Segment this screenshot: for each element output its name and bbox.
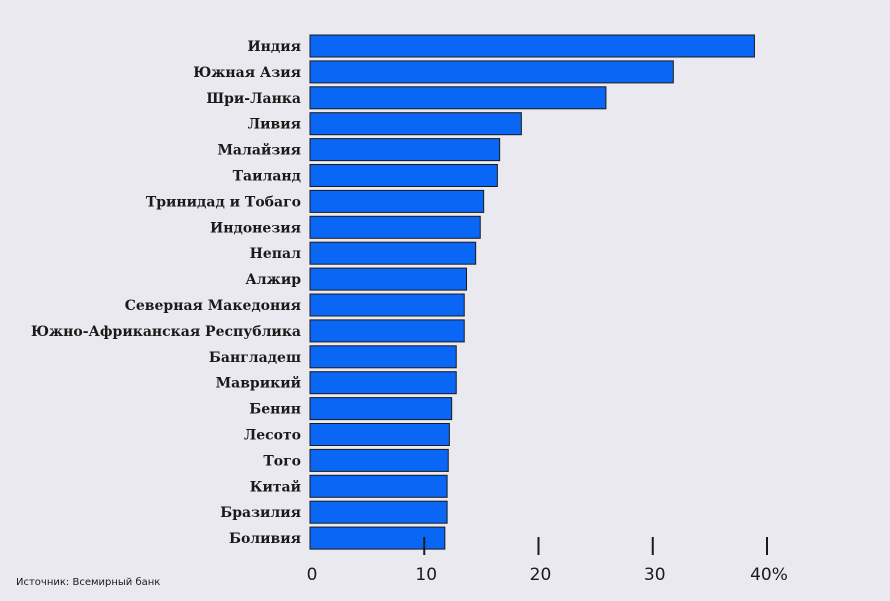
x-axis-ticks: 0 10 20 30 40% bbox=[307, 537, 788, 585]
category-label: Южно-Африканская Республика bbox=[31, 324, 301, 340]
bar bbox=[309, 241, 477, 265]
category-label: Ливия bbox=[248, 117, 301, 133]
category-label: Бенин bbox=[249, 402, 301, 418]
bar bbox=[309, 474, 448, 498]
category-label: Лесото bbox=[244, 428, 301, 444]
category-label: Того bbox=[263, 453, 301, 469]
bar bbox=[309, 397, 453, 421]
x-tick-label: 20 bbox=[530, 565, 552, 585]
bar bbox=[309, 86, 607, 110]
bar bbox=[309, 293, 465, 317]
category-label: Бразилия bbox=[220, 505, 301, 521]
bar bbox=[309, 526, 446, 550]
x-tick-label: 0 bbox=[307, 565, 318, 585]
category-label: Тринидад и Тобаго bbox=[146, 194, 301, 210]
category-label: Южная Азия bbox=[193, 65, 301, 81]
category-label: Китай bbox=[250, 478, 301, 495]
bar bbox=[309, 164, 498, 187]
category-label: Северная Македония bbox=[125, 298, 301, 314]
category-label: Индонезия bbox=[210, 220, 301, 236]
bar bbox=[309, 500, 448, 524]
bar bbox=[309, 345, 457, 369]
bar bbox=[309, 112, 522, 136]
category-label: Индия bbox=[247, 39, 301, 55]
category-labels: Индия Южная Азия Шри-Ланка Ливия Малайзия Таи… bbox=[31, 39, 301, 547]
category-label: Таиланд bbox=[233, 169, 301, 185]
bar bbox=[309, 34, 755, 58]
category-label: Боливия bbox=[229, 531, 301, 547]
bar bbox=[309, 189, 485, 213]
x-tick-label: 40% bbox=[750, 565, 788, 585]
category-label: Маврикий bbox=[216, 375, 301, 392]
bar bbox=[309, 138, 501, 162]
x-tick-label: 30 bbox=[644, 565, 666, 585]
category-label: Непал bbox=[250, 246, 301, 262]
source-note: Источник: Всемирный банк bbox=[16, 577, 161, 588]
bar bbox=[309, 215, 481, 239]
bar bbox=[309, 319, 465, 343]
category-label: Малайзия bbox=[217, 142, 301, 159]
category-label: Бангладеш bbox=[209, 350, 301, 366]
bar bbox=[309, 371, 457, 395]
bars-group bbox=[309, 34, 755, 550]
bar bbox=[309, 267, 468, 291]
category-label: Шри-Ланка bbox=[206, 91, 301, 107]
bar bbox=[309, 60, 674, 84]
bar bbox=[309, 423, 450, 446]
bar bbox=[309, 448, 449, 472]
category-label: Алжир bbox=[245, 272, 301, 288]
x-tick-label: 10 bbox=[415, 565, 437, 585]
